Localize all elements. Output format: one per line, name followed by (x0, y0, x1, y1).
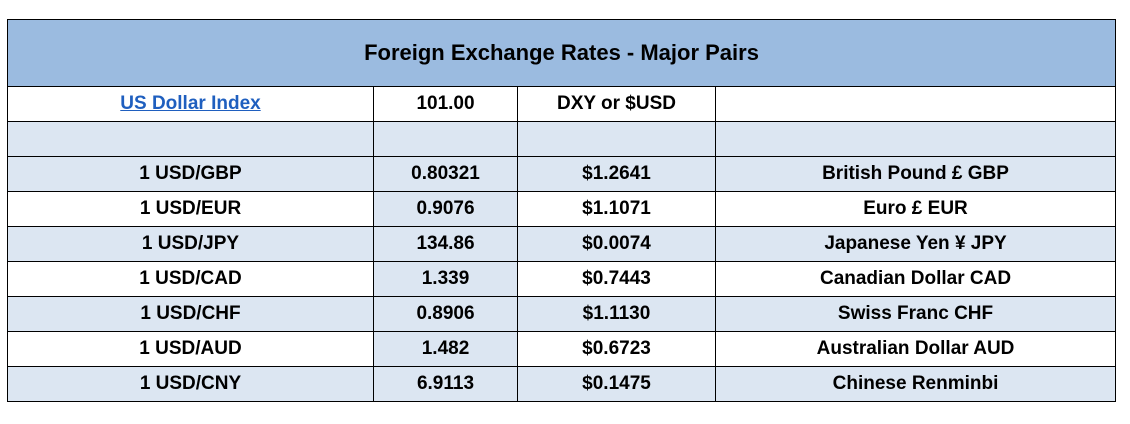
table-row: 1 USD/CNY 6.9113 $0.1475 Chinese Renminb… (7, 366, 1117, 402)
rate-cell: 0.8906 (373, 296, 518, 332)
pair-cell: 1 USD/CAD (7, 261, 374, 297)
currency-cell: Swiss Franc CHF (714, 296, 1117, 332)
currency-cell: Japanese Yen ¥ JPY (714, 226, 1117, 262)
pair-cell: 1 USD/CHF (7, 296, 374, 332)
table-row: 1 USD/AUD 1.482 $0.6723 Australian Dolla… (7, 331, 1117, 367)
spacer-cell (7, 121, 374, 157)
spacer-cell (517, 121, 716, 157)
pair-cell: 1 USD/JPY (7, 226, 374, 262)
spacer-row (7, 121, 1117, 157)
us-dollar-index-link[interactable]: US Dollar Index (120, 93, 261, 114)
spacer-cell (714, 121, 1117, 157)
table-row: 1 USD/EUR 0.9076 $1.1071 Euro £ EUR (7, 191, 1117, 227)
rate-cell: 1.482 (373, 331, 518, 367)
pair-cell: 1 USD/AUD (7, 331, 374, 367)
pair-cell: 1 USD/CNY (7, 366, 374, 402)
table-row: 1 USD/CAD 1.339 $0.7443 Canadian Dollar … (7, 261, 1117, 297)
currency-cell: Canadian Dollar CAD (714, 261, 1117, 297)
currency-cell: Euro £ EUR (714, 191, 1117, 227)
currency-cell: Chinese Renminbi (714, 366, 1117, 402)
rate-cell: 134.86 (373, 226, 518, 262)
index-symbol: DXY or $USD (517, 86, 716, 122)
index-label-cell: US Dollar Index (7, 86, 374, 122)
usd-value-cell: $1.1071 (517, 191, 716, 227)
pair-cell: 1 USD/EUR (7, 191, 374, 227)
title-row: Foreign Exchange Rates - Major Pairs (6, 19, 1117, 87)
fx-rates-table: Foreign Exchange Rates - Major Pairs US … (6, 19, 1117, 402)
currency-cell: Australian Dollar AUD (714, 331, 1117, 367)
usd-value-cell: $1.2641 (517, 156, 716, 192)
usd-value-cell: $0.1475 (517, 366, 716, 402)
rate-cell: 0.9076 (373, 191, 518, 227)
currency-cell: British Pound £ GBP (714, 156, 1117, 192)
usd-value-cell: $0.7443 (517, 261, 716, 297)
table-row: 1 USD/CHF 0.8906 $1.1130 Swiss Franc CHF (7, 296, 1117, 332)
spacer-cell (373, 121, 518, 157)
table-title: Foreign Exchange Rates - Major Pairs (6, 19, 1117, 87)
rate-cell: 6.9113 (373, 366, 518, 402)
usd-value-cell: $1.1130 (517, 296, 716, 332)
rate-cell: 1.339 (373, 261, 518, 297)
table-row: 1 USD/JPY 134.86 $0.0074 Japanese Yen ¥ … (7, 226, 1117, 262)
usd-value-cell: $0.6723 (517, 331, 716, 367)
table-row: 1 USD/GBP 0.80321 $1.2641 British Pound … (7, 156, 1117, 192)
rate-cell: 0.80321 (373, 156, 518, 192)
pair-cell: 1 USD/GBP (7, 156, 374, 192)
index-row: US Dollar Index 101.00 DXY or $USD (7, 86, 1117, 122)
index-note (714, 86, 1117, 122)
index-value: 101.00 (373, 86, 518, 122)
usd-value-cell: $0.0074 (517, 226, 716, 262)
